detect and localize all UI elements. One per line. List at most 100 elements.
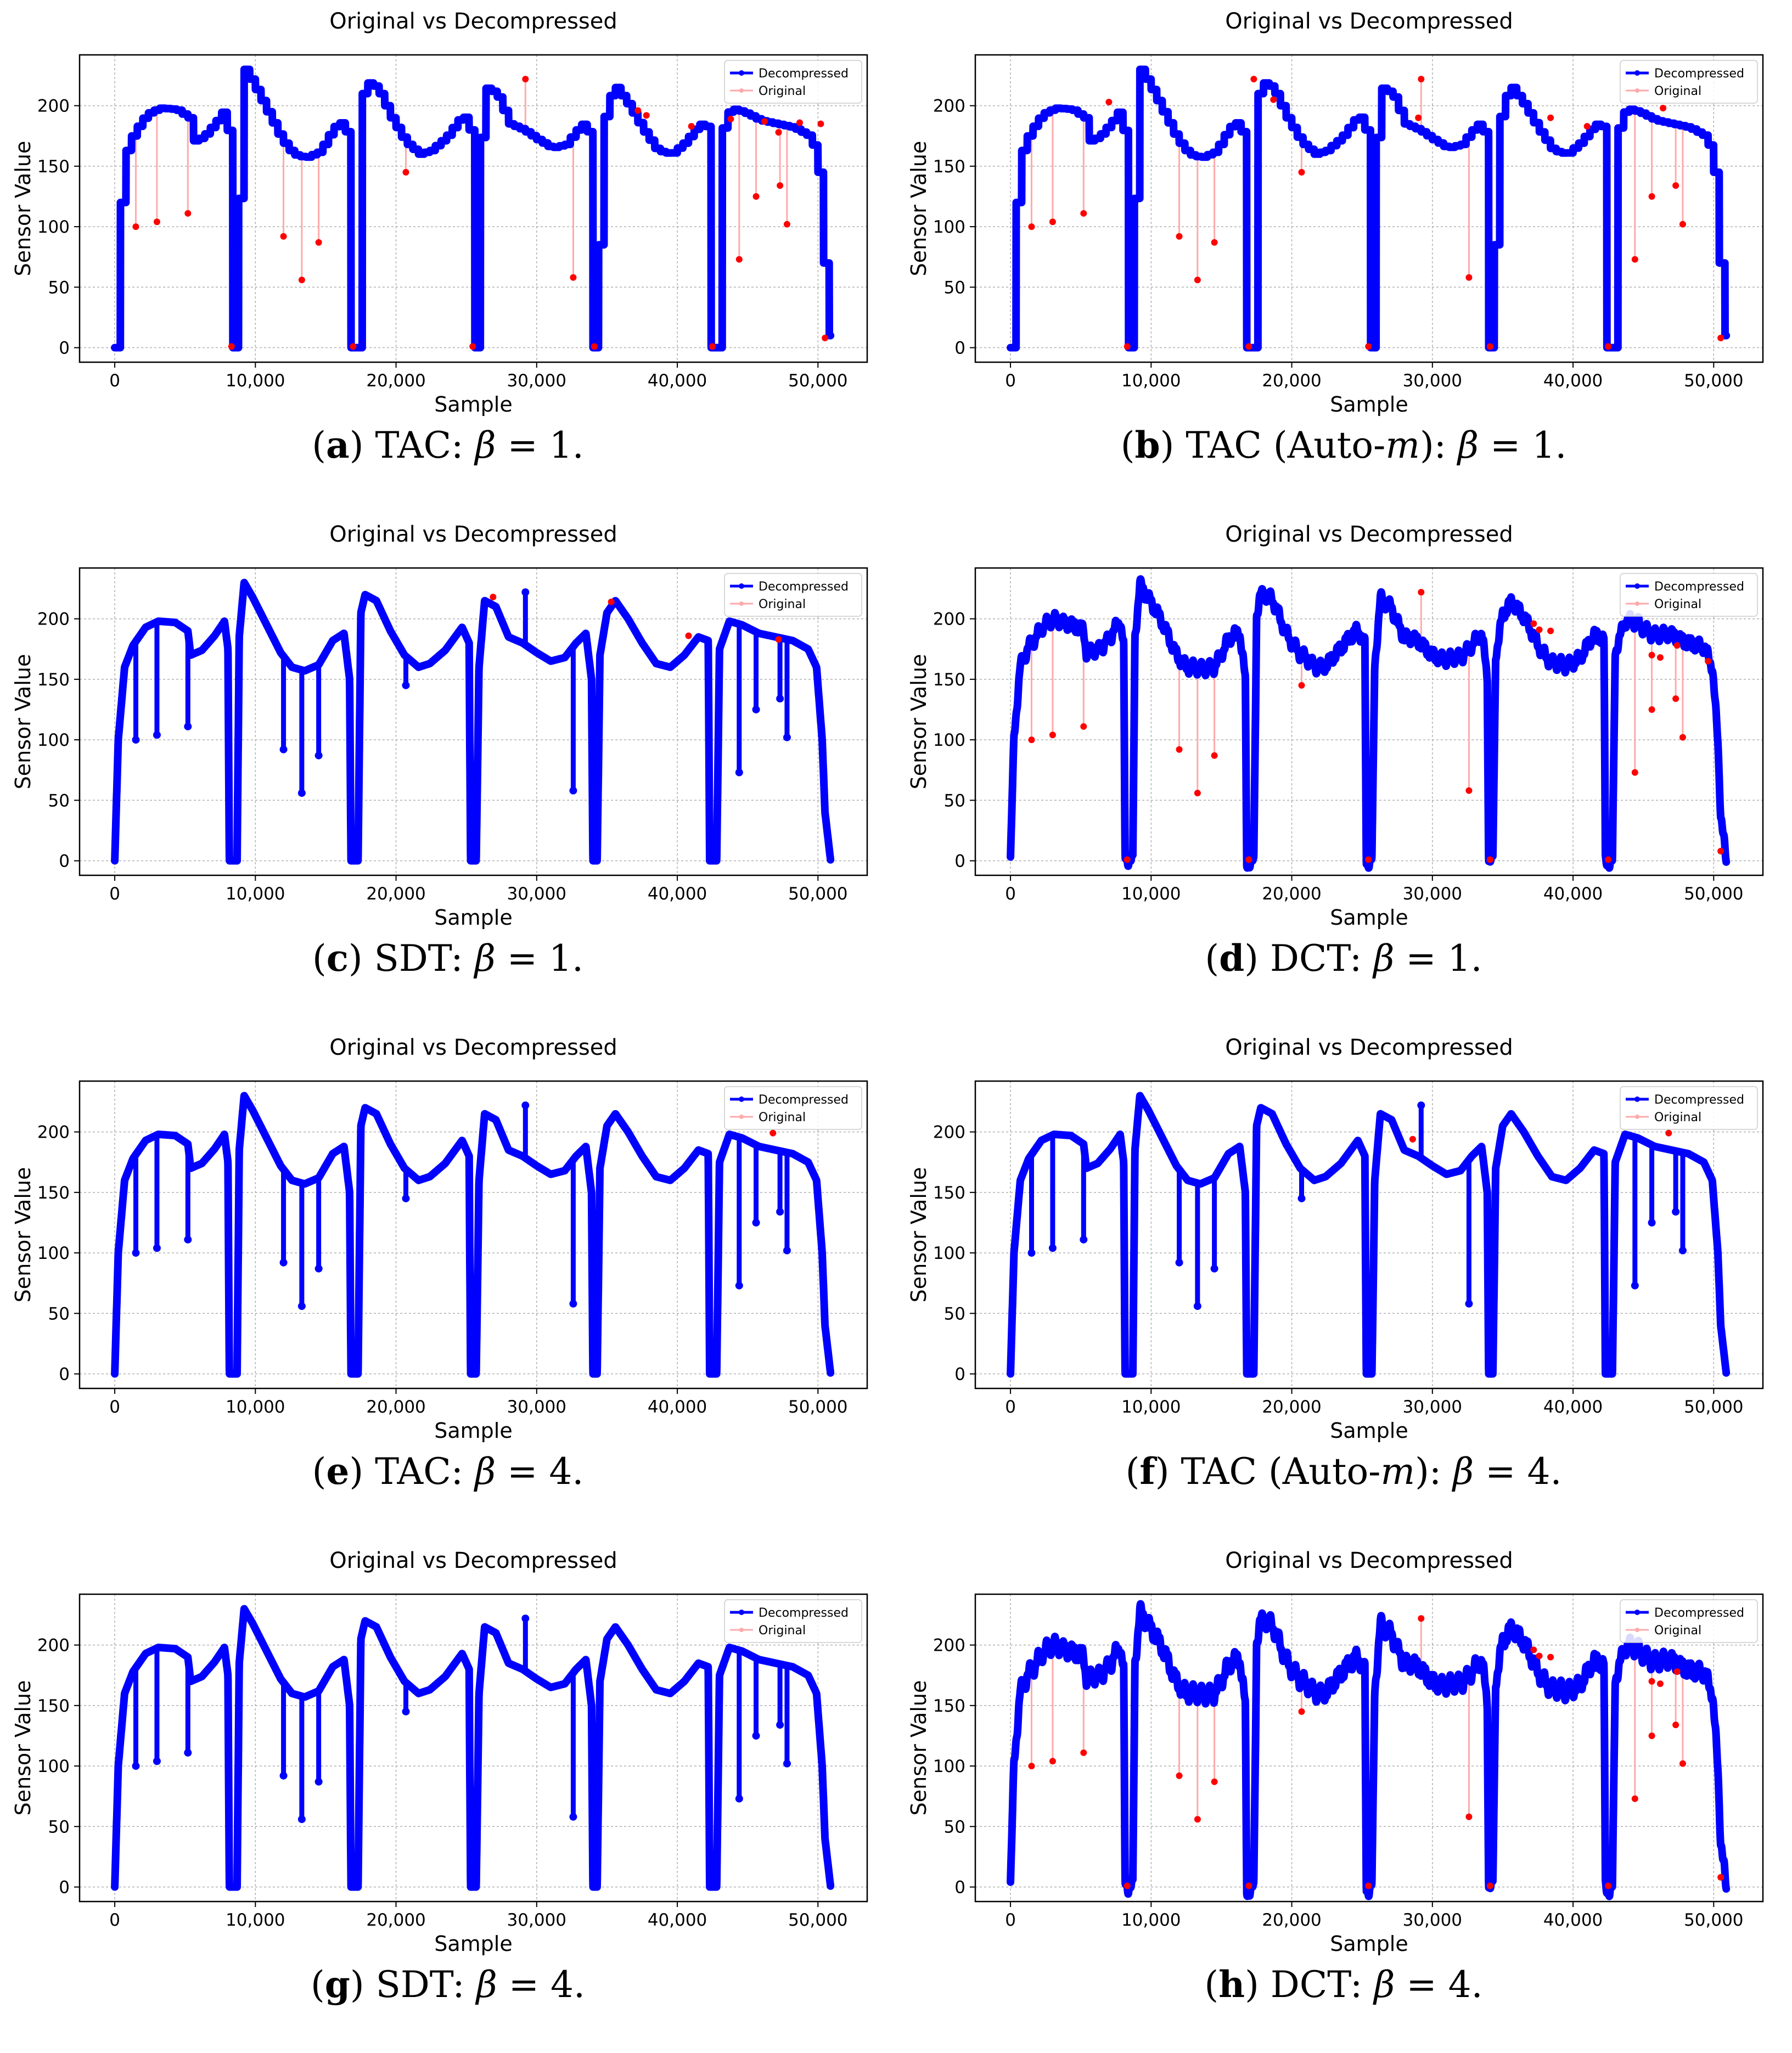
chart-f-original-point-0: [1409, 1135, 1416, 1143]
chart-b-ytick-1: 50: [944, 278, 965, 297]
chart-h-caption: (h) DCT: β = 4.: [1204, 1963, 1483, 2006]
chart-d-original-point-3: [1648, 651, 1655, 659]
chart-b-ytick-4: 200: [933, 97, 965, 116]
chart-g-decompressed-spike-point-9: [735, 1795, 743, 1803]
chart-b-original-outlier-4: [1194, 277, 1201, 284]
chart-h-original-point-3: [1648, 1678, 1655, 1685]
chart-b-original-point-4: [1547, 114, 1554, 121]
chart-c-decompressed-spike-point-4: [297, 789, 306, 797]
chart-h-original-outlier-9: [1631, 1795, 1638, 1802]
chart-g-decompressed-spike-point-5: [314, 1778, 323, 1786]
chart-a-original-point-2: [688, 123, 695, 130]
chart-c-ytick-4: 200: [37, 610, 70, 629]
chart-g-decompressed-spike-point-8: [569, 1813, 577, 1821]
chart-g-decompressed-spike-point-3: [279, 1771, 288, 1780]
chart-c-svg: Original vs Decompressed 0 10,000 20,000 30,…: [11, 522, 868, 930]
chart-c-legend-label-original: Original: [759, 598, 806, 611]
chart-e-decompressed-line: [111, 1092, 835, 1378]
chart-c-ylabel: Sensor Value: [11, 654, 35, 790]
chart-h-original-outlier-5: [1211, 1778, 1218, 1785]
chart-a-decompressed-line: [111, 65, 835, 352]
chart-g-plot-area: [111, 1605, 835, 1891]
chart-e-original-point-0: [769, 1129, 777, 1137]
chart-e-legend-marker-original: [739, 1115, 744, 1119]
chart-h-original-dip-4: [1605, 1882, 1612, 1889]
chart-f-ylabel: Sensor Value: [907, 1167, 931, 1303]
chart-d-original-outlier-10: [1648, 706, 1655, 713]
chart-d-frame: [974, 567, 1764, 876]
chart-b-legend: [1620, 60, 1758, 104]
chart-a-original-outlier-8: [570, 274, 577, 281]
chart-a-svg: Original vs Decompressed 0 10,000 20,000 30,…: [11, 9, 868, 417]
chart-e-decompressed-spike-point-12: [783, 1246, 791, 1255]
chart-e-title: Original vs Decompressed: [329, 1035, 617, 1060]
chart-a-legend-marker-decompressed: [739, 70, 744, 76]
chart-panel-c: Original vs Decompressed 0 10,000 20,000 30,…: [0, 513, 896, 1026]
chart-h-legend: [1620, 1599, 1758, 1643]
chart-d-ytick-3: 150: [933, 670, 965, 690]
chart-f-ytick-3: 150: [933, 1183, 965, 1203]
chart-panel-f: Original vs Decompressed 0 10,000 20,000 30,…: [896, 1026, 1791, 1539]
chart-b-original-outlier-6: [1298, 168, 1305, 176]
chart-c-decompressed-spike-point-1: [153, 731, 161, 739]
chart-h-xtick-5: 50,000: [1684, 1910, 1743, 1930]
chart-e-ytick-4: 200: [37, 1123, 70, 1143]
chart-a-ytick-4: 200: [37, 97, 70, 116]
chart-b-xtick-3: 30,000: [1403, 371, 1462, 391]
chart-g-ytick-4: 200: [37, 1636, 70, 1656]
chart-g-title: Original vs Decompressed: [329, 1548, 617, 1573]
chart-f-legend-marker-decompressed: [1634, 1096, 1640, 1102]
chart-f-decompressed-spike-point-6: [1297, 1194, 1306, 1202]
chart-panel-e: Original vs Decompressed 0 10,000 20,000 30,…: [0, 1026, 896, 1539]
chart-a-original-outlier-4: [298, 277, 305, 284]
chart-e-xtick-3: 30,000: [507, 1397, 566, 1417]
chart-h-original-dip-3: [1486, 1882, 1493, 1889]
chart-b-xtick-5: 50,000: [1684, 371, 1743, 391]
chart-c-xtick-3: 30,000: [507, 884, 566, 904]
chart-g-decompressed-spike-point-4: [297, 1815, 306, 1824]
chart-h-original-point-0: [1530, 1646, 1537, 1653]
chart-d-decompressed-line: [1007, 575, 1731, 872]
chart-a-original-outlier-10: [752, 193, 760, 200]
chart-d-original-dip-3: [1486, 856, 1493, 863]
chart-a-xtick-0: 0: [109, 371, 120, 391]
chart-c-xtick-5: 50,000: [788, 884, 847, 904]
chart-d-original-outlier-8: [1465, 787, 1473, 794]
chart-f-decompressed-spike-point-7: [1417, 1101, 1425, 1110]
chart-e-decompressed-spike-point-9: [735, 1281, 743, 1290]
chart-a-original-outlier-9: [735, 256, 743, 263]
chart-g-decompressed-spike-point-2: [184, 1748, 192, 1757]
chart-c-decompressed-line: [111, 578, 835, 865]
chart-f-decompressed-spike-point-3: [1175, 1258, 1183, 1267]
chart-a-original-dip-3: [591, 343, 598, 350]
chart-f-caption: (f) TAC (Auto-m): β = 4.: [1125, 1450, 1562, 1493]
chart-a-ytick-1: 50: [48, 278, 70, 297]
chart-b-legend-marker-original: [1635, 88, 1639, 93]
chart-g-ytick-2: 100: [37, 1757, 70, 1776]
chart-e-ylabel: Sensor Value: [11, 1167, 35, 1303]
chart-b-original-dip-4: [1605, 343, 1612, 350]
chart-d-original-dip-1: [1245, 856, 1252, 863]
chart-c-original-point-3: [775, 636, 782, 643]
chart-a-ytick-3: 150: [37, 157, 70, 177]
chart-h-xtick-1: 10,000: [1121, 1910, 1181, 1930]
chart-e-xtick-5: 50,000: [788, 1397, 847, 1417]
chart-c-decompressed-spike-point-3: [279, 745, 288, 753]
chart-a-original-dip-4: [709, 343, 716, 350]
chart-d-original-outlier-5: [1211, 752, 1218, 759]
chart-e-legend-label-original: Original: [759, 1111, 806, 1124]
chart-e-ytick-3: 150: [37, 1183, 70, 1203]
chart-f-decompressed-spike-point-11: [1672, 1208, 1680, 1216]
chart-h-svg: Original vs Decompressed 0 10,000 20,000 30,…: [907, 1548, 1764, 1956]
chart-c-frame: [78, 567, 868, 876]
chart-c-decompressed-spike-point-2: [184, 722, 192, 730]
chart-g-decompressed-spike-point-0: [132, 1762, 140, 1770]
chart-e-decompressed-spike-point-7: [521, 1101, 530, 1110]
chart-a-ytick-2: 100: [37, 217, 70, 237]
chart-d-legend-label-original: Original: [1654, 598, 1701, 611]
chart-h-original-outlier-10: [1648, 1732, 1655, 1739]
chart-e-xtick-1: 10,000: [226, 1397, 285, 1417]
chart-b-legend-marker-decompressed: [1634, 70, 1640, 76]
chart-g-xtick-0: 0: [109, 1910, 120, 1930]
chart-b-svg: Original vs Decompressed 0 10,000 20,000 30,…: [907, 9, 1764, 417]
